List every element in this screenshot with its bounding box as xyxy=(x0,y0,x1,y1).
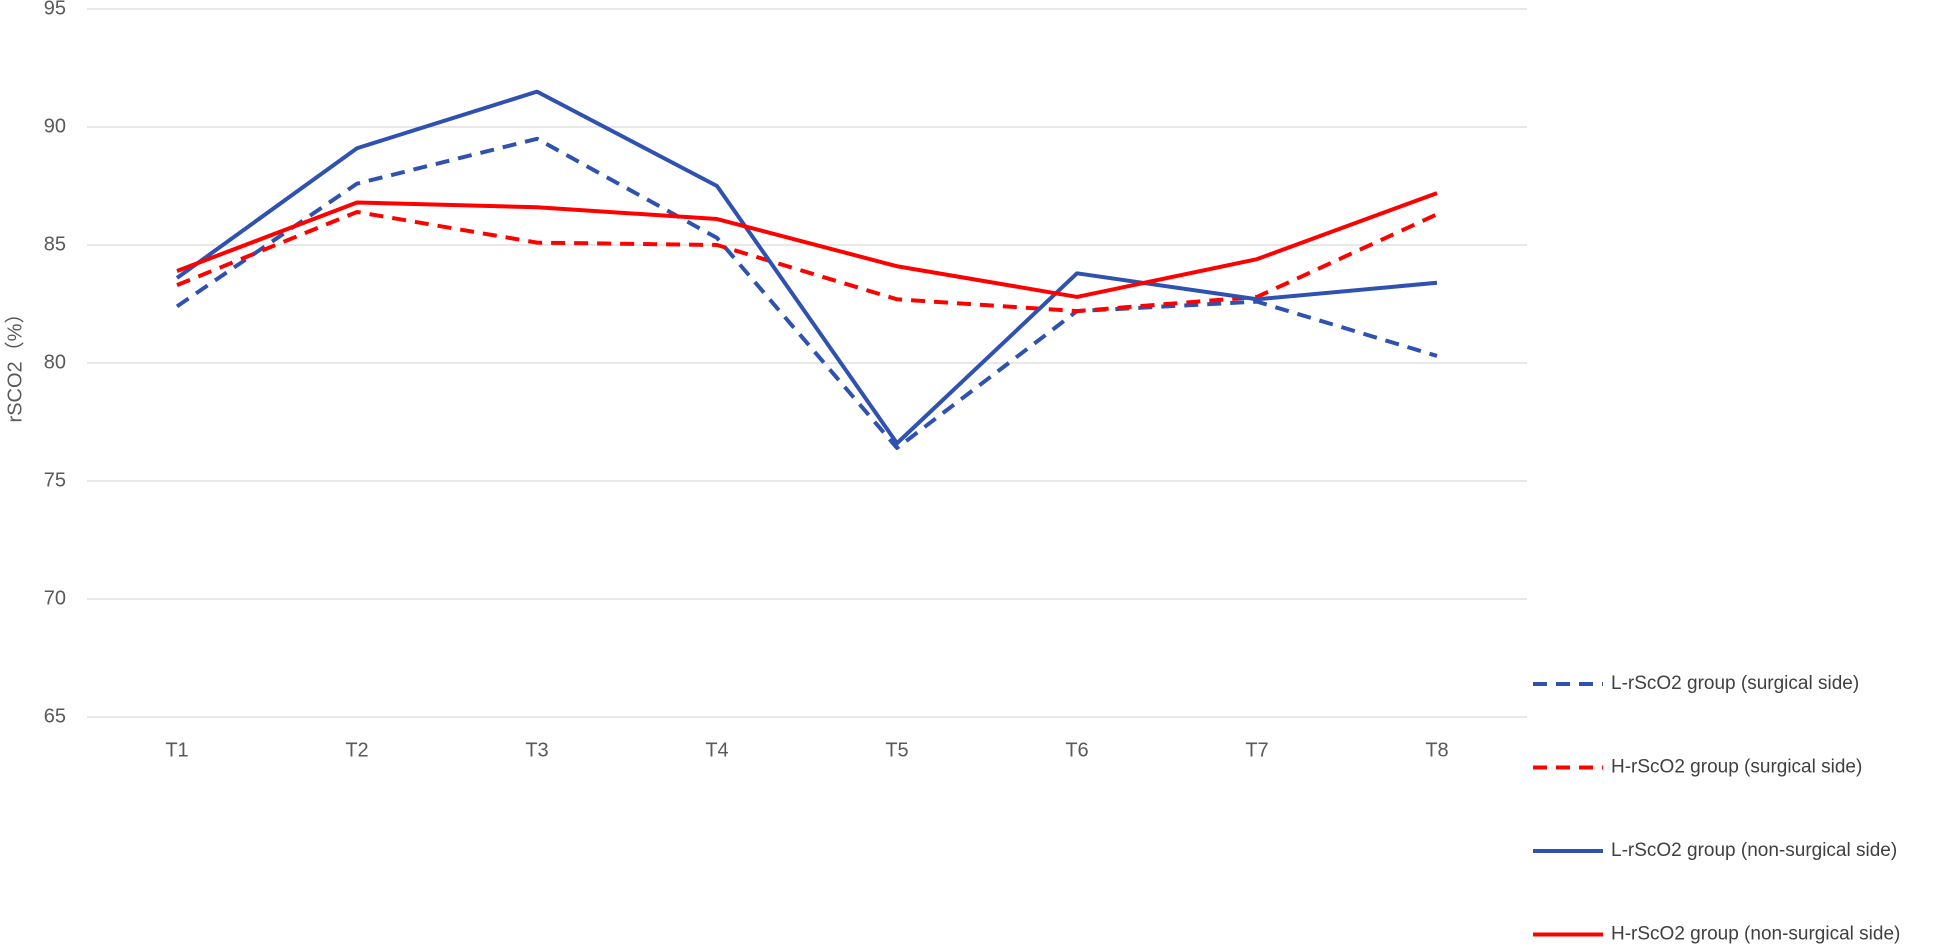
y-axis-label: rSCO2（%） xyxy=(3,304,26,423)
x-tick-label: T3 xyxy=(525,739,548,761)
legend-label: L-rScO2 group (non-surgical side) xyxy=(1611,840,1897,861)
legend-label: H-rScO2 group (non-surgical side) xyxy=(1611,924,1900,945)
x-tick-label: T6 xyxy=(1065,739,1088,761)
y-tick-label: 70 xyxy=(44,587,66,609)
y-tick-label: 75 xyxy=(44,469,66,491)
series-line xyxy=(175,136,1438,450)
legend-label: L-rScO2 group (surgical side) xyxy=(1611,673,1859,694)
x-tick-label: T1 xyxy=(165,739,188,761)
x-tick-label: T5 xyxy=(885,739,908,761)
legend: L-rScO2 group (surgical side) H-rScO2 gro… xyxy=(1533,673,1900,945)
y-tick-label: 90 xyxy=(44,115,66,137)
series-line xyxy=(175,89,1438,446)
y-tick-label: 80 xyxy=(44,351,66,373)
x-tick-label: T7 xyxy=(1245,739,1268,761)
x-tick-label: T4 xyxy=(705,739,728,761)
series-line xyxy=(176,209,1438,314)
x-tick-label: T2 xyxy=(345,739,368,761)
y-tick-label: 65 xyxy=(44,705,66,727)
legend-label: H-rScO2 group (surgical side) xyxy=(1611,757,1862,778)
x-tick-label: T8 xyxy=(1425,739,1448,761)
series-line xyxy=(176,191,1438,299)
y-tick-label: 85 xyxy=(44,233,66,255)
y-tick-label: 95 xyxy=(44,0,66,19)
